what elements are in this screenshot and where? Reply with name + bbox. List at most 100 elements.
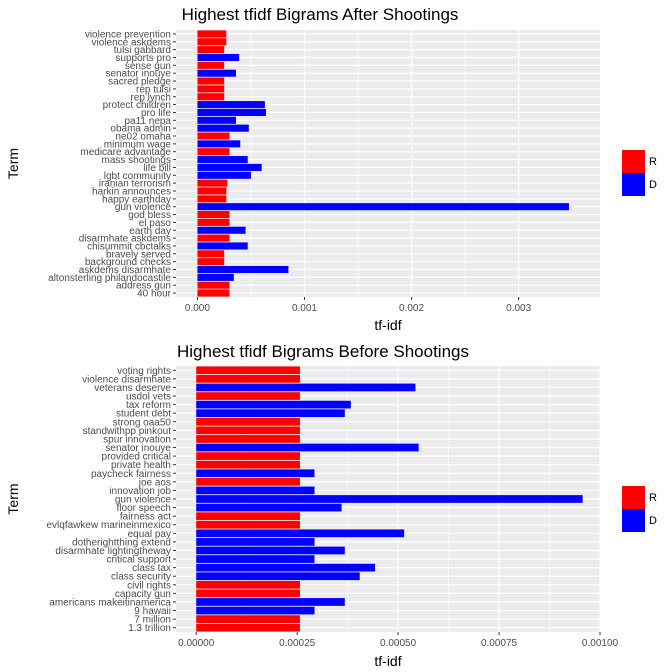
bar-D — [196, 538, 315, 546]
y-tick-label: 40 hour — [137, 289, 172, 300]
y-tick-label: background checks — [85, 257, 171, 268]
legend-key-R — [622, 486, 645, 509]
y-tick-label: harkin announces — [92, 186, 171, 197]
bar-R — [197, 30, 227, 38]
bar-D — [197, 226, 246, 234]
x-tick-label: 0.00100 — [582, 638, 619, 649]
bar-R — [197, 77, 225, 85]
bar-R — [196, 623, 300, 632]
x-tick-label: 0.000 — [185, 303, 210, 314]
bar-D — [197, 116, 236, 124]
bar-R — [196, 392, 300, 400]
bar-D — [197, 53, 240, 62]
y-tick-label: paycheck fairness — [91, 469, 171, 480]
y-tick-label: senator inouye — [105, 443, 171, 454]
bar-R — [197, 195, 227, 203]
y-tick-label: 1.3 trillion — [128, 623, 171, 634]
y-tick-label: senator inouye — [105, 69, 171, 80]
y-tick-label: floor speech — [117, 503, 171, 514]
bar-D — [197, 108, 266, 116]
bar-D — [196, 443, 419, 452]
bar-D — [196, 383, 416, 392]
bar-R — [197, 234, 230, 242]
y-tick-label: private health — [111, 460, 171, 471]
plot-panel — [176, 30, 600, 297]
y-tick-label: sacred pledge — [108, 77, 171, 88]
y-tick-label: obama admin — [110, 124, 171, 135]
x-tick-label: 0.00000 — [178, 638, 215, 649]
chart-title: Highest tfidf Bigrams Before Shootings — [177, 342, 469, 361]
y-tick-label: god bless — [128, 210, 171, 221]
bar-R — [197, 250, 225, 258]
bar-D — [196, 529, 405, 538]
bar-D — [197, 273, 234, 281]
bar-D — [196, 495, 583, 503]
bar-D — [197, 101, 265, 109]
bar-R — [196, 417, 300, 426]
legend-key-R — [622, 150, 645, 173]
bar-D — [197, 265, 289, 274]
y-tick-label: violence askdems — [92, 37, 171, 48]
y-tick-label: violence prevention — [85, 29, 171, 40]
bar-D — [196, 400, 351, 409]
bar-R — [197, 61, 225, 69]
y-tick-label: altonsterling philandocastile — [48, 273, 171, 284]
y-tick-label: happy earthday — [102, 194, 171, 205]
y-tick-label: askdems disarmhate — [79, 265, 172, 276]
y-axis-title: Term — [5, 148, 21, 179]
bar-D — [197, 171, 251, 179]
legend: RD — [622, 486, 657, 532]
bar-R — [196, 615, 300, 623]
y-tick-label: iranian terrorism — [99, 179, 171, 190]
y-tick-label: rep lynch — [130, 92, 171, 103]
legend-label-R: R — [649, 156, 657, 168]
bar-D — [197, 124, 249, 132]
y-tick-label: 9 hawaii — [134, 606, 171, 617]
y-tick-label: tulsi gabbard — [114, 45, 171, 56]
y-tick-label: ne02 omaha — [115, 132, 171, 143]
x-tick-label: 0.002 — [399, 303, 424, 314]
y-tick-label: violence disarmhate — [82, 374, 171, 385]
bar-R — [196, 589, 300, 598]
bar-D — [196, 563, 376, 572]
bar-R — [196, 375, 300, 383]
y-tick-label: mass shootings — [102, 155, 171, 166]
y-tick-label: lgbt community — [104, 171, 171, 182]
bar-D — [196, 486, 315, 495]
legend: RD — [622, 150, 657, 196]
bar-D — [196, 409, 345, 418]
y-tick-label: veterans deserve — [94, 383, 171, 394]
bar-R — [196, 452, 300, 460]
y-tick-label: fairness act — [120, 512, 171, 523]
x-axis-title: tf-idf — [374, 317, 401, 333]
y-tick-label: equal pay — [128, 529, 171, 540]
bar-R — [197, 46, 225, 54]
x-tick-label: 0.00075 — [481, 638, 518, 649]
bar-R — [196, 512, 300, 521]
y-tick-label: provided critical — [102, 452, 171, 463]
y-tick-label: sense gun — [125, 61, 171, 72]
bar-R — [196, 366, 300, 375]
chart-panel-1: Highest tfidf Bigrams After Shootings 0.0… — [5, 5, 657, 333]
legend-key-D — [622, 173, 645, 196]
y-tick-label: critical support — [107, 555, 172, 566]
legend-label-D: D — [649, 515, 657, 527]
y-tick-label: minimum wage — [104, 139, 172, 150]
bar-R — [197, 93, 225, 101]
y-axis-title: Term — [5, 483, 21, 514]
chart-title: Highest tfidf Bigrams After Shootings — [182, 5, 459, 24]
bar-D — [197, 156, 248, 164]
bar-R — [197, 148, 230, 156]
x-tick-label: 0.001 — [292, 303, 317, 314]
bar-D — [196, 546, 345, 555]
y-tick-label: tax reform — [126, 400, 171, 411]
y-tick-label: usdol vets — [126, 392, 171, 403]
y-tick-label: standwithpp pinkout — [83, 426, 172, 437]
legend-label-D: D — [649, 179, 657, 191]
bar-D — [196, 606, 315, 615]
bar-R — [197, 281, 230, 289]
y-tick-label: spur innovation — [103, 434, 171, 445]
bar-R — [196, 520, 300, 529]
y-tick-label: civil rights — [127, 580, 171, 591]
bar-R — [197, 211, 230, 219]
